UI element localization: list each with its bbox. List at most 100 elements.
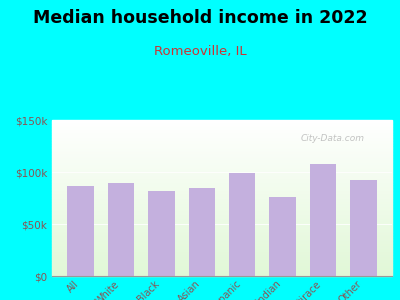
Bar: [52, 198, 392, 200]
Bar: [52, 237, 392, 238]
Bar: [52, 267, 392, 268]
Bar: [52, 204, 392, 206]
Bar: [270, 197, 296, 276]
Bar: [52, 243, 392, 245]
Bar: [52, 181, 392, 182]
Bar: [52, 224, 392, 226]
Bar: [52, 140, 392, 142]
Bar: [52, 172, 392, 173]
Bar: [52, 158, 392, 159]
Bar: [52, 271, 392, 273]
Bar: [52, 153, 392, 154]
Bar: [52, 203, 392, 204]
Bar: [52, 187, 392, 189]
Bar: [52, 139, 392, 140]
Bar: [52, 175, 392, 176]
Bar: [52, 150, 392, 151]
Bar: [52, 242, 392, 243]
Bar: [52, 156, 392, 158]
Bar: [52, 231, 392, 232]
Bar: [52, 212, 392, 214]
Bar: [52, 209, 392, 211]
Bar: [52, 146, 392, 148]
Bar: [52, 170, 392, 172]
Bar: [52, 254, 392, 256]
Bar: [52, 185, 392, 187]
Bar: [52, 182, 392, 184]
Bar: [52, 250, 392, 251]
Bar: [52, 167, 392, 168]
Text: Median household income in 2022: Median household income in 2022: [33, 9, 367, 27]
Bar: [52, 142, 392, 143]
Bar: [52, 176, 392, 178]
Bar: [52, 215, 392, 217]
Bar: [52, 218, 392, 220]
Bar: [52, 270, 392, 271]
Bar: [52, 236, 392, 237]
Bar: [52, 151, 392, 153]
Bar: [52, 190, 392, 192]
Bar: [52, 246, 392, 248]
Bar: [52, 256, 392, 257]
Bar: [52, 220, 392, 221]
Bar: [52, 223, 392, 224]
Bar: [52, 126, 392, 128]
Bar: [52, 248, 392, 250]
Bar: [52, 221, 392, 223]
Bar: [52, 160, 392, 162]
Bar: [52, 122, 392, 123]
Bar: [310, 164, 336, 276]
Bar: [52, 226, 392, 228]
Bar: [52, 238, 392, 240]
Bar: [52, 125, 392, 126]
Bar: [52, 257, 392, 259]
Bar: [52, 131, 392, 133]
Bar: [52, 260, 392, 262]
Bar: [52, 245, 392, 246]
Bar: [52, 234, 392, 236]
Bar: [52, 207, 392, 209]
Bar: [52, 268, 392, 270]
Bar: [52, 251, 392, 253]
Bar: [52, 134, 392, 136]
Bar: [52, 262, 392, 263]
Bar: [52, 168, 392, 170]
Bar: [52, 259, 392, 260]
Bar: [52, 193, 392, 195]
Bar: [52, 228, 392, 229]
Bar: [52, 129, 392, 131]
Bar: [52, 201, 392, 203]
Bar: [52, 179, 392, 181]
Bar: [350, 180, 376, 276]
Bar: [52, 214, 392, 215]
Bar: [52, 154, 392, 156]
Bar: [52, 178, 392, 179]
Bar: [52, 195, 392, 196]
Bar: [189, 188, 215, 276]
Bar: [52, 128, 392, 129]
Bar: [52, 200, 392, 201]
Bar: [52, 173, 392, 175]
Bar: [52, 211, 392, 212]
Bar: [52, 148, 392, 150]
Bar: [52, 206, 392, 207]
Text: City-Data.com: City-Data.com: [300, 134, 364, 143]
Bar: [52, 273, 392, 274]
Bar: [68, 185, 94, 276]
Bar: [52, 143, 392, 145]
Bar: [52, 159, 392, 160]
Bar: [52, 136, 392, 137]
Bar: [52, 133, 392, 134]
Bar: [52, 145, 392, 146]
Bar: [52, 217, 392, 218]
Bar: [52, 137, 392, 139]
Bar: [52, 196, 392, 198]
Bar: [52, 120, 392, 122]
Bar: [148, 191, 174, 276]
Bar: [52, 165, 392, 167]
Bar: [52, 189, 392, 190]
Bar: [52, 123, 392, 125]
Bar: [108, 183, 134, 276]
Bar: [52, 164, 392, 165]
Bar: [52, 240, 392, 242]
